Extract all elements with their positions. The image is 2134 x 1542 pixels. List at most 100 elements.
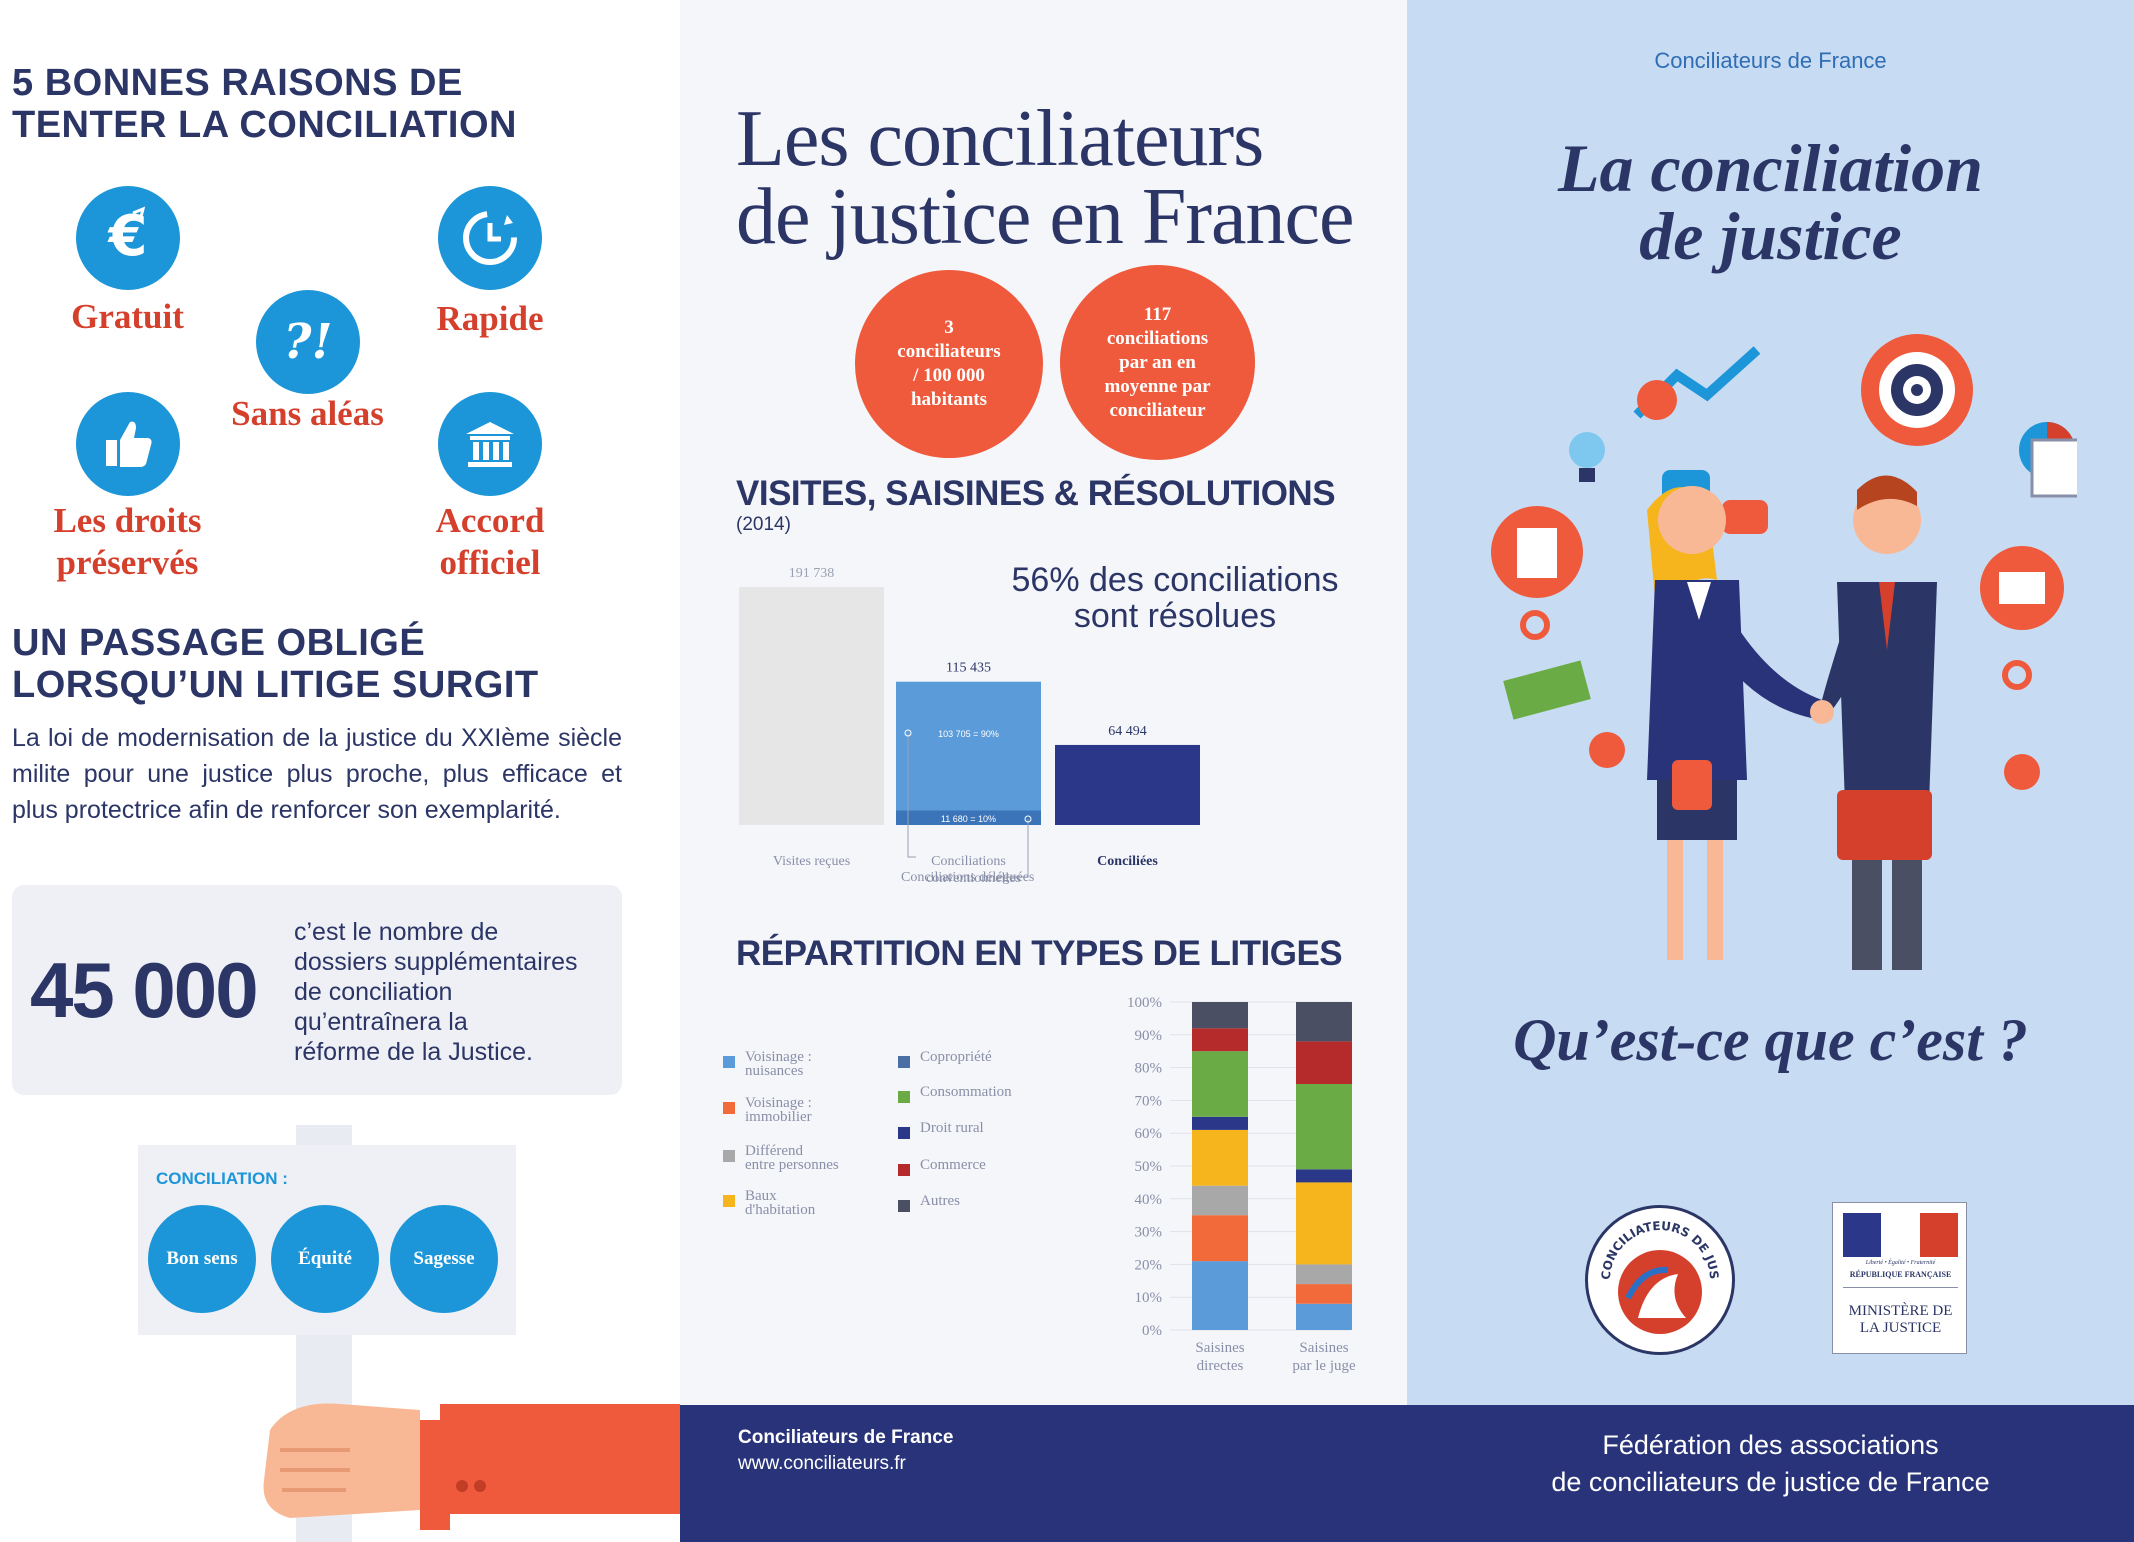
legend-swatch-4 (898, 1056, 910, 1068)
ytick-1: 10% (1135, 1290, 1163, 1306)
legend-label-1: Voisinage : immobilier (745, 1095, 812, 1125)
bubble1-line4: habitants (910, 389, 988, 410)
stack-1-seg-3 (1296, 1182, 1352, 1265)
top-label: Conciliateurs de France (1654, 48, 1887, 73)
reason-sans-aleas: Sans aléas (231, 394, 384, 433)
bubble1-line3: / 100 000 (913, 365, 985, 386)
stack-label-1-b: par le juge (1292, 1358, 1356, 1374)
subsegment-label-0: 103 705 = 90% (938, 729, 999, 739)
clock-icon (438, 186, 542, 290)
main-title-line2: de justice en France (736, 173, 1354, 261)
stat-text-line3: de conciliation (294, 978, 453, 1006)
section-visites-year: (2014) (736, 514, 791, 535)
stack-1-seg-2 (1296, 1264, 1352, 1285)
conciliation-sign: CONCILIATION : Bon sens Équité Sagesse (138, 1145, 516, 1335)
stack-0-seg-0 (1192, 1261, 1248, 1330)
ytick-7: 70% (1135, 1093, 1163, 1109)
section-repartition-title: RÉPARTITION EN TYPES DE LITIGES (736, 934, 1343, 973)
ytick-6: 60% (1135, 1126, 1163, 1142)
right-panel: Conciliateurs de France La conciliation … (1407, 0, 2134, 1542)
ytick-10: 100% (1127, 995, 1162, 1011)
visits-bar-chart: 191 738 Visites reçues 115 435 Conciliation… (739, 566, 1200, 886)
stat-box: 45 000 c’est le nombre de dossiers suppl… (12, 885, 622, 1095)
body-paragraph: La loi de modernisation de la justice du… (12, 724, 622, 824)
subsegment-label-1: 11 680 = 10% (941, 814, 996, 824)
bar-value-0: 191 738 (789, 566, 835, 581)
bar-2 (1055, 744, 1200, 825)
stack-1-seg-5 (1296, 1084, 1352, 1170)
stack-0-seg-4 (1192, 1116, 1248, 1130)
legend-swatch-1 (723, 1102, 735, 1114)
ytick-5: 50% (1135, 1159, 1163, 1175)
stack-label-1-a: Saisines (1299, 1340, 1348, 1356)
legend-label-2-b: entre personnes (745, 1157, 839, 1173)
reason-droits: Les droits préservés (20, 500, 235, 584)
legend-label-2: Différend entre personnes (745, 1143, 839, 1173)
bar-label-1: Conciliations conventionnelles (926, 854, 1021, 886)
passage-heading-line1: UN PASSAGE OBLIGÉ (12, 622, 426, 664)
reason-accord-line1: Accord (435, 501, 545, 540)
rf-motto: Liberté • Égalité • Fraternité (1865, 1260, 1936, 1266)
stack-0-seg-7 (1192, 1002, 1248, 1029)
stack-label-0-b: directes (1197, 1358, 1244, 1374)
main-title-line1: Les conciliateurs (736, 95, 1264, 183)
ytick-0: 0% (1142, 1323, 1162, 1339)
legend-swatch-6 (898, 1127, 910, 1139)
legend-label-1-a: Voisinage : (745, 1095, 812, 1111)
ministere-line2: LA JUSTICE (1859, 1320, 1942, 1336)
handshake-illustration (1491, 334, 2077, 970)
stack-1-seg-1 (1296, 1284, 1352, 1304)
bubble-conciliations: 117 conciliations par an en moyenne par … (1060, 265, 1255, 460)
rf-label: RÉPUBLIQUE FRANÇAISE (1849, 1270, 1952, 1279)
federation-line1: Fédération des associations (1602, 1430, 1939, 1460)
bar-1 (896, 681, 1041, 825)
legend-swatch-7 (898, 1164, 910, 1176)
right-footer: Fédération des associations de conciliat… (1407, 1405, 2134, 1542)
stack-label-1: Saisines par le juge (1292, 1340, 1356, 1374)
legend-label-0-b: nuisances (745, 1063, 803, 1079)
legend-label-6: Droit rural (920, 1120, 984, 1136)
stack-label-0-a: Saisines (1195, 1340, 1244, 1356)
right-title-line1: La conciliation (1558, 130, 1983, 206)
passage-heading-line2: LORSQU’UN LITIGE SURGIT (12, 664, 539, 706)
bar-label-2: Conciliées (1097, 854, 1158, 869)
stack-1-seg-0 (1296, 1303, 1352, 1330)
legend-label-8: Autres (920, 1193, 960, 1209)
legend-label-5: Consommation (920, 1084, 1012, 1100)
stack-0-seg-5 (1192, 1051, 1248, 1117)
connector-conventionnelles (907, 733, 916, 858)
sign-sagesse: Sagesse (390, 1205, 498, 1313)
right-title-line2: de justice (1639, 198, 1902, 274)
ytick-4: 40% (1135, 1192, 1163, 1208)
euro-icon: € (76, 186, 180, 290)
bubble2-line5: conciliateur (1109, 399, 1206, 421)
reason-droits-line1: Les droits (53, 501, 202, 540)
stack-0-seg-1 (1192, 1215, 1248, 1262)
legend-label-3-b: d'habitation (745, 1202, 816, 1218)
legend-label-1-b: immobilier (745, 1109, 812, 1125)
reason-droits-line2: préservés (56, 543, 199, 582)
bar-label-0: Visites reçues (773, 854, 850, 869)
bubble2-line3: par an en (1119, 351, 1196, 373)
legend-label-7: Commerce (920, 1157, 986, 1173)
right-title: La conciliation de justice (1407, 134, 2134, 270)
stack-0-seg-2 (1192, 1185, 1248, 1216)
legend-swatch-5 (898, 1091, 910, 1103)
legend-label-0-a: Voisinage : (745, 1049, 812, 1065)
legend-swatch-2 (723, 1150, 735, 1162)
ministere-logo: Liberté • Égalité • Fraternité RÉPUBLIQU… (1832, 1202, 1967, 1354)
bar-subsegment (896, 810, 1041, 825)
stat-text-line4: qu’entraînera la (294, 1008, 468, 1036)
footer-org: Conciliateurs de France (738, 1427, 954, 1448)
legend-label-2-a: Différend (745, 1143, 804, 1159)
connector-dot-1 (904, 729, 912, 737)
bubble-conciliateurs: 3 conciliateurs / 100 000 habitants (855, 270, 1043, 458)
reasons-heading-line1: 5 BONNES RAISONS DE (12, 62, 463, 104)
middle-panel: Les conciliateurs de justice en France 3… (680, 0, 1407, 1542)
hand-illustration (263, 1403, 680, 1530)
footer-url[interactable]: www.conciliateurs.fr (738, 1453, 906, 1474)
bar-label-1-part2: conventionnelles (926, 871, 1021, 886)
left-panel: 5 BONNES RAISONS DE TENTER LA CONCILIATI… (0, 0, 680, 1542)
resolved-text: 56% des conciliations sont résolues (965, 562, 1385, 634)
